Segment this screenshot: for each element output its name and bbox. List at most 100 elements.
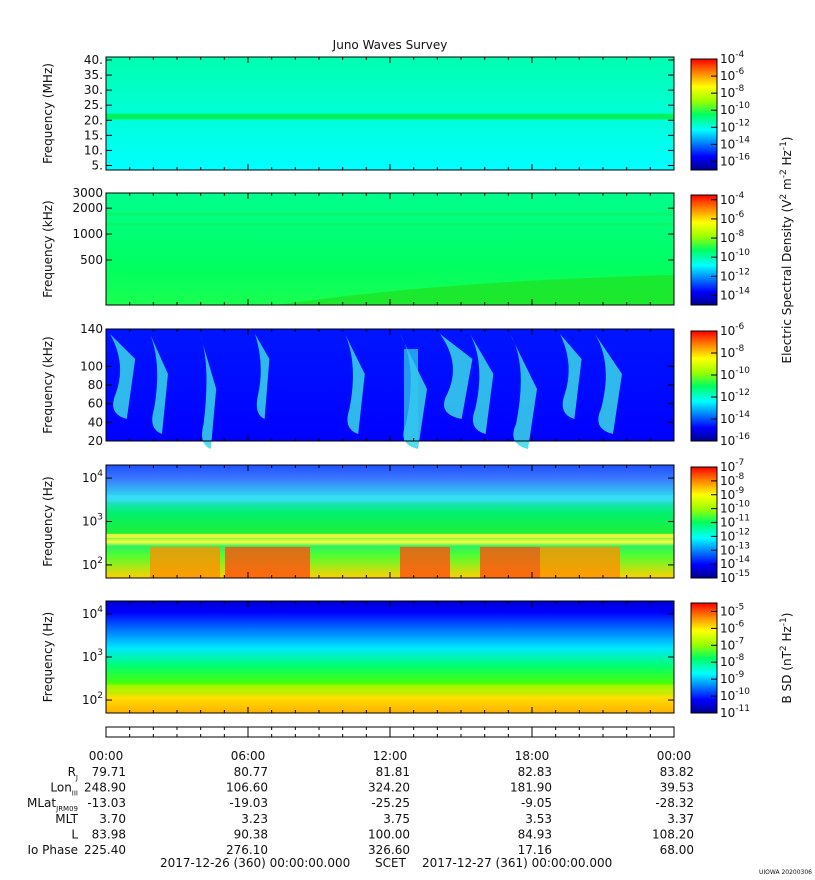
colorbar-tick-exponent: -4: [735, 191, 744, 201]
burst-4: [255, 334, 270, 419]
ephemeris-value: 100.00: [368, 827, 410, 841]
y-tick-label: 102: [82, 556, 103, 572]
colorbar-tick-exponent: -13: [735, 541, 750, 551]
colorbar-tick-label: 10-5: [720, 602, 744, 618]
ephemeris-value: 106.60: [226, 781, 268, 795]
colorbar-tick-label: 10-10: [720, 101, 750, 117]
line-1700khz: [106, 212, 674, 216]
colorbar-tick-label: 10-8: [720, 229, 745, 245]
ephemeris-value: 108.20: [652, 827, 694, 841]
colorbar-tick-label: 10-6: [720, 210, 745, 226]
ephemeris-value: 324.20: [368, 781, 410, 795]
colorbar-scale-1: [690, 58, 718, 171]
y-tick-label: 3000: [72, 186, 103, 200]
y-tick-label: 104: [82, 469, 103, 485]
low-freq-fringe: [106, 684, 674, 693]
colorbar-tick-exponent: -7: [735, 458, 744, 468]
colorbars: 10-410-610-810-1010-1210-1410-1610-410-6…: [690, 50, 750, 720]
y-tick-label: 25.: [84, 98, 103, 112]
time-label: 18:00: [515, 749, 550, 763]
colorbar-3: 10-6 10-8 10-10 10-12 10-14 10-16: [690, 322, 750, 448]
intense-low-freq-5: [540, 546, 620, 578]
spectrogram-features-1: [106, 113, 674, 120]
colorbar-tick-exponent: -14: [735, 555, 750, 565]
ephemeris-row: RJ 79.71 80.77 81.81 82.83 83.82: [68, 765, 694, 782]
magnetic-title-sup1: 2: [779, 645, 789, 651]
ephemeris-label-sub: III: [72, 790, 78, 798]
colorbar-tick-label: 10-8: [720, 653, 745, 669]
colorbar-tick-exponent: -5: [735, 602, 744, 612]
colorbar-tick-exponent: -10: [735, 687, 750, 697]
spectrogram-features-4: [106, 495, 674, 578]
colorbar-tick-exponent: -8: [735, 229, 744, 239]
y-tick-label: 140: [80, 322, 103, 336]
intense-low-freq-2: [400, 546, 450, 578]
colorbar-tick-label: 10-12: [720, 388, 750, 404]
panel-3: 140 100 80 60 40 20 Frequency (kHz): [41, 322, 675, 449]
colorbar-tick-exponent: -16: [735, 152, 750, 162]
magnetic-title-close: ): [780, 613, 794, 618]
intense-low-freq-4: [150, 546, 220, 578]
colorbar-tick-exponent: -15: [735, 569, 750, 579]
y-tick-label: 100: [80, 359, 103, 373]
colorbar-tick-exponent: -11: [735, 514, 750, 524]
magnetic-title-sup2: -1: [779, 617, 789, 626]
colorbar-tick-label: 10-15: [720, 569, 750, 585]
colorbar-tick-exponent: -10: [735, 248, 750, 258]
colorbar-tick-label: 10-6: [720, 322, 745, 338]
y-tick-label: 35.: [84, 68, 103, 82]
electric-title-sup1: 2: [779, 194, 789, 200]
ephemeris-label: Io Phase: [27, 843, 78, 857]
electric-title-a: Electric Spectral Density (V: [780, 199, 794, 364]
credit-label: UIOWA 20200306: [759, 869, 812, 876]
y-tick-label: 80: [88, 378, 103, 392]
colorbar-tick-exponent: -6: [735, 67, 744, 77]
spectrogram-panels: 40.35.30.25.20.15.10.5. Frequency (MHz) 30…: [41, 53, 675, 714]
ephemeris-label: MLatJRM09: [27, 796, 78, 813]
footer-start-time: 2017-12-26 (360) 00:00:00.000: [160, 856, 350, 870]
y-tick-label: 2000: [72, 201, 103, 215]
y-tick-label: 102: [82, 691, 103, 707]
y-tick-label: 40: [88, 415, 103, 429]
ephemeris-value: 83.82: [660, 765, 694, 779]
time-label: 00:00: [89, 749, 124, 763]
ephemeris-value: 181.90: [510, 781, 552, 795]
panel-4: 104 103 102 Frequency (Hz): [41, 464, 675, 579]
colorbar-tick-label: 10-8: [720, 344, 745, 360]
y-tick-label: 5.: [92, 158, 103, 172]
time-axis: 00:00 06:00 12:00 18:00 00:00: [89, 726, 691, 763]
ephemeris-value: -19.03: [229, 796, 268, 810]
colorbar-tick-label: 10-16: [720, 152, 750, 168]
y-tick-label: 103: [82, 648, 103, 664]
y-tick-label: 1000: [72, 227, 103, 241]
y-axis-label-4: Frequency (Hz): [41, 476, 55, 567]
footer-scet-label: SCET: [375, 856, 407, 870]
colorbar-tick-exponent: -8: [735, 344, 744, 354]
magnetic-title-mid: Hz: [780, 626, 794, 645]
colorbar-tick-exponent: -14: [735, 286, 750, 296]
ephemeris-value: 3.23: [241, 812, 268, 826]
ephemeris-value: 248.90: [84, 781, 126, 795]
colorbar-tick-label: 10-12: [720, 118, 750, 134]
ephemeris-value: -25.25: [371, 796, 410, 810]
ephemeris-label: LonIII: [50, 781, 78, 798]
time-label: 06:00: [231, 749, 266, 763]
electric-title-mid: m: [780, 178, 794, 194]
y-tick-label: 15.: [84, 128, 103, 142]
burst-10: [560, 334, 582, 419]
ephemeris-value: 79.71: [92, 765, 126, 779]
colorbar-tick-exponent: -10: [735, 101, 750, 111]
ephemeris-value: 326.60: [368, 843, 410, 857]
colorbar-scale-5: [690, 602, 718, 714]
colorbar-tick-label: 10-10: [720, 366, 750, 382]
colorbar-tick-label: 10-6: [720, 619, 745, 635]
colorbar-scale-2: [690, 194, 718, 306]
ephemeris-label-sub: JRM09: [55, 805, 78, 813]
line-500hz: [106, 533, 674, 538]
y-axis-label-3: Frequency (kHz): [41, 336, 55, 433]
ephemeris-label: MLT: [55, 812, 78, 826]
colorbar-tick-exponent: -6: [735, 619, 744, 629]
